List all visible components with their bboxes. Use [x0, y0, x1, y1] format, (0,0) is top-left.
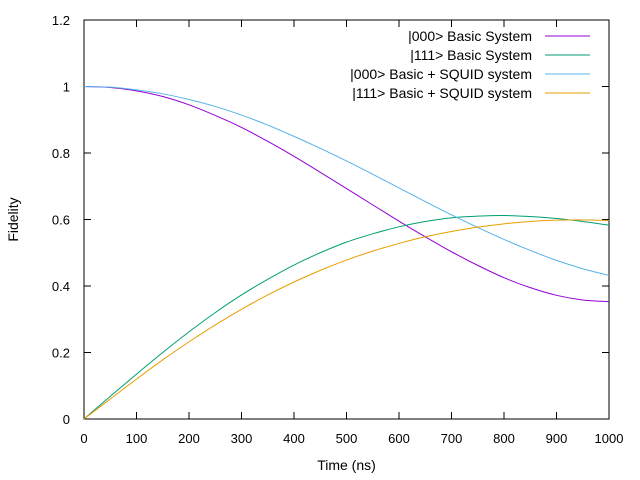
series-line-1	[83, 86, 610, 303]
legend: |000> Basic System |111> Basic System |000…	[350, 28, 590, 101]
x-tick-label: 900	[546, 431, 568, 446]
x-tick-label: 400	[283, 431, 305, 446]
series-line-4	[83, 219, 610, 420]
series-lines	[83, 86, 610, 420]
legend-label-4: |111> Basic + SQUID system	[352, 85, 532, 101]
series-line-2	[83, 215, 610, 420]
x-tick-label: 500	[336, 431, 358, 446]
y-tick-label: 0.8	[52, 146, 70, 161]
y-tick-label: 1.2	[52, 13, 70, 28]
x-tick-label: 700	[441, 431, 463, 446]
y-tick-label: 0	[63, 412, 70, 427]
x-tick-label: 200	[178, 431, 200, 446]
legend-label-2: |111> Basic System	[410, 47, 532, 63]
x-tick-label: 0	[80, 431, 87, 446]
x-axis-title: Time (ns)	[317, 457, 376, 473]
y-axis-title: Fidelity	[5, 197, 21, 241]
y-tick-label: 1	[63, 80, 70, 95]
x-tick-label: 300	[231, 431, 253, 446]
x-axis: 0 100 200 300 400 500 600 700 800 900 1000	[80, 20, 623, 446]
series-line-3	[83, 86, 610, 276]
legend-label-1: |000> Basic System	[408, 28, 532, 44]
y-axis: 0 0.2 0.4 0.6 0.8 1 1.2	[52, 13, 609, 427]
x-tick-label: 600	[388, 431, 410, 446]
x-tick-label: 800	[493, 431, 515, 446]
x-tick-label: 100	[126, 431, 148, 446]
y-tick-label: 0.6	[52, 213, 70, 228]
x-tick-label: 1000	[595, 431, 624, 446]
y-tick-label: 0.4	[52, 279, 70, 294]
legend-label-3: |000> Basic + SQUID system	[350, 66, 532, 82]
y-tick-label: 0.2	[52, 346, 70, 361]
